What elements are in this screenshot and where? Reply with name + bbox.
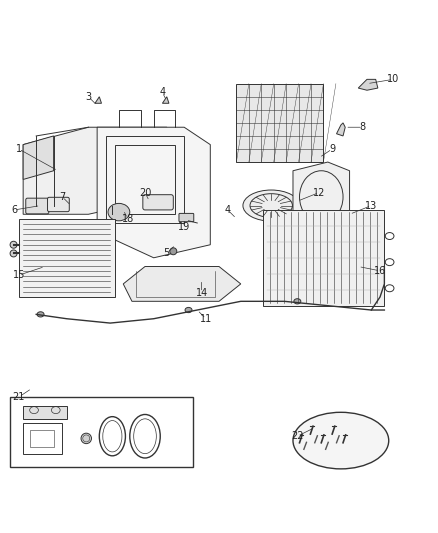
Text: 7: 7 [59,192,65,202]
Ellipse shape [185,308,192,313]
FancyBboxPatch shape [179,213,194,222]
Bar [30,430,53,447]
FancyBboxPatch shape [47,197,69,212]
Polygon shape [336,123,345,136]
Bar [10,397,193,467]
Text: 11: 11 [200,314,212,324]
Polygon shape [358,79,378,90]
Ellipse shape [294,298,301,304]
Text: 3: 3 [85,92,92,102]
Ellipse shape [293,413,389,469]
Text: 9: 9 [329,144,335,154]
Text: 1: 1 [16,144,22,154]
Text: 20: 20 [139,188,151,198]
Text: 6: 6 [11,205,18,215]
Ellipse shape [37,312,44,317]
Text: 14: 14 [195,288,208,297]
Polygon shape [23,406,67,419]
Ellipse shape [108,204,130,221]
Text: 15: 15 [13,270,25,280]
Bar [19,219,115,297]
Text: 18: 18 [121,214,134,224]
Text: 22: 22 [291,431,304,441]
FancyBboxPatch shape [26,198,49,214]
Polygon shape [97,127,210,258]
FancyBboxPatch shape [143,195,173,210]
Text: 8: 8 [360,122,366,132]
Text: 16: 16 [374,266,386,276]
Text: 19: 19 [178,222,190,232]
Bar [106,136,184,223]
Text: 4: 4 [225,205,231,215]
Text: 13: 13 [365,200,378,211]
Bar [262,210,385,305]
Polygon shape [23,127,167,214]
Polygon shape [162,97,169,103]
Ellipse shape [10,241,17,248]
Text: 4: 4 [159,87,166,98]
Text: 12: 12 [313,188,325,198]
Polygon shape [95,97,102,103]
Polygon shape [23,136,53,180]
Bar [115,144,176,214]
Ellipse shape [243,190,300,221]
Bar [237,84,323,162]
Polygon shape [123,266,241,301]
Ellipse shape [10,250,17,257]
Text: 10: 10 [387,75,399,84]
Ellipse shape [170,248,177,255]
Text: 5: 5 [164,248,170,259]
Ellipse shape [81,433,92,443]
Polygon shape [293,162,350,232]
Text: 21: 21 [13,392,25,402]
